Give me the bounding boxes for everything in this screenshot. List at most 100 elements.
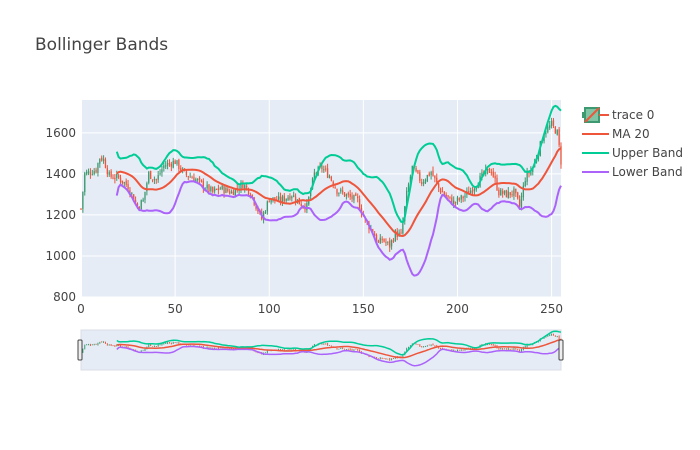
- candle-increasing: [165, 161, 167, 170]
- candle-body: [345, 194, 348, 197]
- candle-body: [247, 188, 250, 195]
- candle-body: [168, 163, 171, 165]
- candle-body: [93, 171, 95, 175]
- candle-body: [125, 181, 127, 185]
- slider-upper-band-line: [116, 330, 562, 356]
- candle-body: [400, 232, 402, 234]
- legend-item-trace0[interactable]: trace 0: [582, 107, 654, 123]
- candle-body: [443, 192, 445, 196]
- candle-body: [208, 184, 210, 192]
- candle-increasing: [469, 187, 472, 194]
- candle-increasing: [293, 191, 295, 198]
- candle-body: [323, 169, 325, 171]
- candle-increasing: [85, 169, 88, 176]
- candle-body: [87, 171, 90, 173]
- y-tick-label: 1400: [45, 167, 76, 181]
- candle-body: [490, 172, 493, 174]
- candle-decreasing: [198, 176, 201, 184]
- candle-decreasing: [358, 195, 361, 210]
- candle-increasing: [379, 233, 381, 244]
- range-slider[interactable]: [80, 329, 562, 371]
- candle-body: [133, 194, 135, 202]
- candle-body: [225, 187, 227, 193]
- candle-increasing: [281, 194, 284, 206]
- candle-body: [543, 135, 545, 142]
- candle-increasing: [144, 191, 146, 204]
- candle-decreasing: [127, 180, 129, 191]
- candle-decreasing: [125, 178, 127, 188]
- candle-body: [358, 199, 361, 209]
- candle-body: [240, 182, 242, 189]
- candle-decreasing: [505, 189, 508, 198]
- range-slider-right-handle[interactable]: [558, 339, 564, 361]
- candle-decreasing: [377, 239, 380, 244]
- x-tick-label: 150: [352, 302, 375, 316]
- legend-item-upper-band[interactable]: Upper Band: [582, 146, 683, 160]
- candle-decreasing: [488, 167, 491, 173]
- plot-area: [81, 100, 561, 297]
- candle-increasing: [520, 192, 523, 211]
- candle-increasing: [524, 177, 526, 188]
- candle-body: [270, 199, 272, 203]
- candle-body: [99, 158, 101, 164]
- candle-body: [381, 238, 383, 241]
- candle-decreasing: [501, 188, 504, 198]
- candle-increasing: [507, 187, 509, 199]
- candle-body: [221, 185, 223, 190]
- legend-item-ma20[interactable]: MA 20: [582, 127, 650, 141]
- candle-body: [394, 230, 397, 242]
- candle-increasing: [157, 171, 159, 183]
- candle-decreasing: [343, 192, 346, 198]
- candle-increasing: [338, 192, 340, 197]
- candle-body: [445, 194, 447, 197]
- candle-body: [505, 190, 508, 198]
- candle-body: [383, 238, 385, 242]
- candle-decreasing: [232, 189, 235, 196]
- legend-item-lower-band[interactable]: Lower Band: [582, 165, 683, 179]
- candle-body: [266, 201, 269, 212]
- legend[interactable]: trace 0 MA 20 Upper Band Lower Band: [582, 107, 683, 179]
- candle-body: [153, 178, 156, 180]
- range-slider-left-handle[interactable]: [77, 339, 83, 361]
- candle-body: [161, 169, 163, 173]
- candle-increasing: [473, 187, 476, 196]
- candle-decreasing: [392, 237, 395, 243]
- candle-body: [436, 177, 438, 183]
- candle-decreasing: [202, 178, 205, 193]
- candle-increasing: [387, 241, 389, 246]
- candle-body: [101, 157, 103, 161]
- candle-body: [146, 183, 148, 192]
- candle-body: [428, 173, 430, 176]
- candle-body: [453, 200, 455, 205]
- candle-body: [195, 179, 197, 182]
- candle-decreasing: [357, 193, 359, 203]
- candle-body: [475, 187, 477, 190]
- candle-body: [274, 197, 276, 200]
- candle-body: [121, 180, 124, 184]
- candle-body: [464, 195, 466, 198]
- candle-body: [234, 188, 237, 197]
- candle-body: [419, 172, 421, 181]
- candle-body: [210, 187, 212, 192]
- candle-decreasing: [121, 180, 124, 185]
- candle-body: [537, 155, 540, 160]
- candle-increasing: [210, 185, 212, 193]
- candle-body: [95, 169, 97, 173]
- candle-body: [85, 171, 88, 175]
- candle-increasing: [549, 121, 551, 130]
- legend-label: MA 20: [612, 127, 650, 141]
- candle-increasing: [197, 178, 199, 183]
- candle-body: [458, 198, 461, 200]
- candle-body: [166, 163, 169, 166]
- candle-decreasing: [187, 175, 189, 181]
- candle-decreasing: [117, 173, 120, 180]
- candle-body: [377, 240, 380, 243]
- candle-increasing: [422, 179, 425, 187]
- candle-body: [389, 240, 391, 248]
- candle-body: [552, 120, 555, 126]
- candle-decreasing: [458, 197, 461, 202]
- candle-body: [402, 221, 404, 234]
- candle-body: [293, 195, 295, 197]
- candle-body: [437, 183, 440, 189]
- candle-body: [106, 168, 109, 175]
